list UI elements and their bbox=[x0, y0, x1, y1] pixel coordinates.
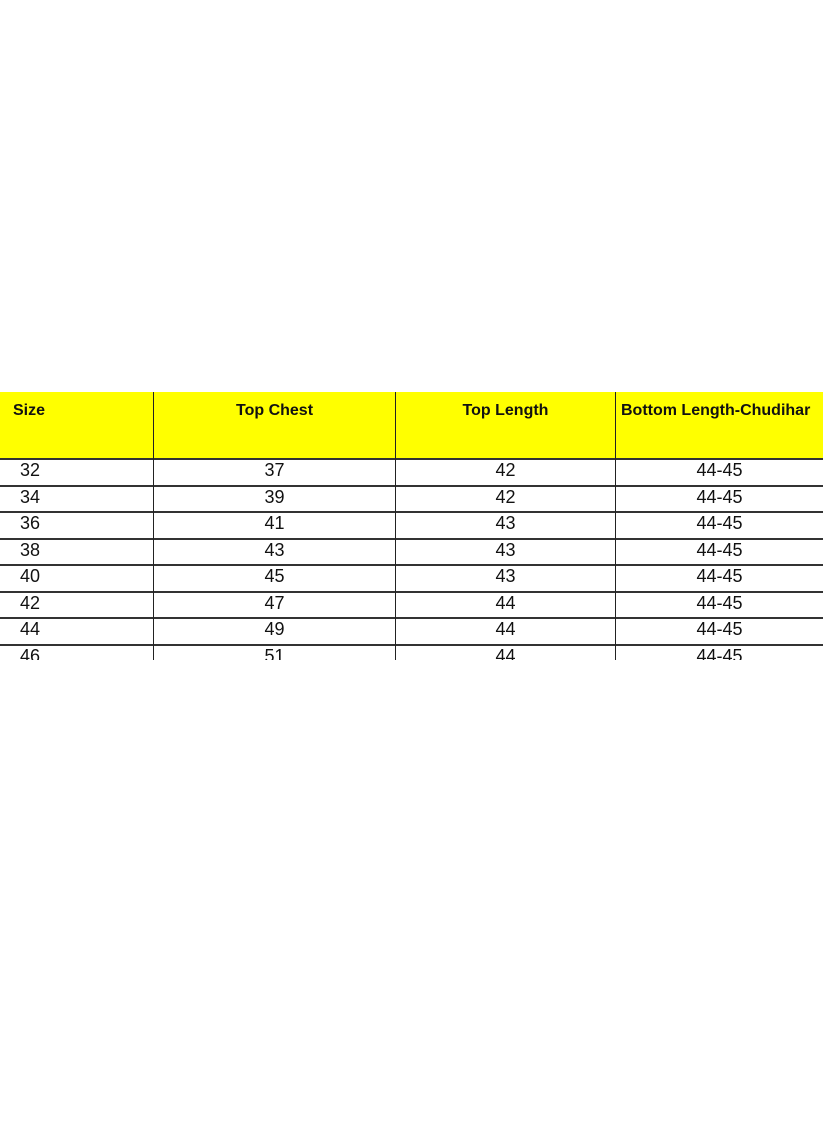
header-label: Bottom Length-Chudihar bbox=[621, 402, 811, 419]
row-divider bbox=[0, 617, 823, 619]
table-cell: 43 bbox=[264, 539, 285, 560]
table-cell: 44-45 bbox=[696, 592, 743, 613]
header-cell: Size bbox=[0, 392, 153, 459]
table-cell: 39 bbox=[264, 486, 285, 507]
table-cell: 34 bbox=[20, 486, 41, 507]
header-label: Top Chest bbox=[235, 402, 314, 419]
table-cell: 44 bbox=[20, 619, 41, 639]
row-divider bbox=[0, 643, 823, 646]
row-divider bbox=[0, 537, 823, 540]
table-cell: 44-45 bbox=[696, 645, 743, 660]
table-cell: 45 bbox=[264, 566, 285, 586]
header-label: Size bbox=[13, 402, 46, 419]
table-cell: 44 bbox=[495, 619, 516, 639]
row-divider bbox=[0, 590, 823, 593]
table-cell: 42 bbox=[495, 460, 516, 480]
table-cell: 44-45 bbox=[696, 566, 743, 586]
table-cell: 37 bbox=[264, 460, 285, 480]
table-cell: 38 bbox=[20, 539, 41, 560]
table-cell: 44 bbox=[495, 592, 516, 613]
table-cell: 43 bbox=[495, 513, 516, 533]
column-divider bbox=[615, 392, 616, 660]
table-cell: 41 bbox=[264, 513, 285, 533]
table-cell: 44 bbox=[495, 645, 516, 660]
table-cell: 46 bbox=[20, 645, 41, 660]
table-cell: 32 bbox=[20, 460, 41, 480]
header-cell: Top Chest bbox=[154, 392, 395, 459]
column-divider bbox=[395, 392, 396, 660]
row-divider bbox=[0, 484, 823, 487]
size-chart-table: Size Top Chest Top Length Bottom Length-Chu… bbox=[0, 392, 823, 660]
table-cell: 51 bbox=[264, 645, 285, 660]
header-cell: Bottom Length-Chudihar bbox=[616, 392, 823, 459]
table-cell: 42 bbox=[20, 592, 41, 613]
table-cell: 42 bbox=[495, 486, 516, 507]
table-cell: 47 bbox=[264, 592, 285, 613]
table-cell: 49 bbox=[264, 619, 285, 639]
table-cell: 44-45 bbox=[696, 619, 743, 639]
table-cell: 44-45 bbox=[696, 513, 743, 533]
header-label: Top Length bbox=[462, 402, 549, 419]
table-cell: 44-45 bbox=[696, 539, 743, 560]
table-cell: 43 bbox=[495, 566, 516, 586]
table-cell: 44-45 bbox=[696, 486, 743, 507]
table-cell: 44-45 bbox=[696, 460, 743, 480]
row-divider bbox=[0, 564, 823, 566]
table-cell: 36 bbox=[20, 513, 41, 533]
table-cell: 43 bbox=[495, 539, 516, 560]
table-cell: 40 bbox=[20, 566, 41, 586]
row-divider bbox=[0, 458, 823, 460]
column-divider bbox=[153, 392, 154, 660]
header-cell: Top Length bbox=[396, 392, 615, 459]
row-divider bbox=[0, 511, 823, 513]
